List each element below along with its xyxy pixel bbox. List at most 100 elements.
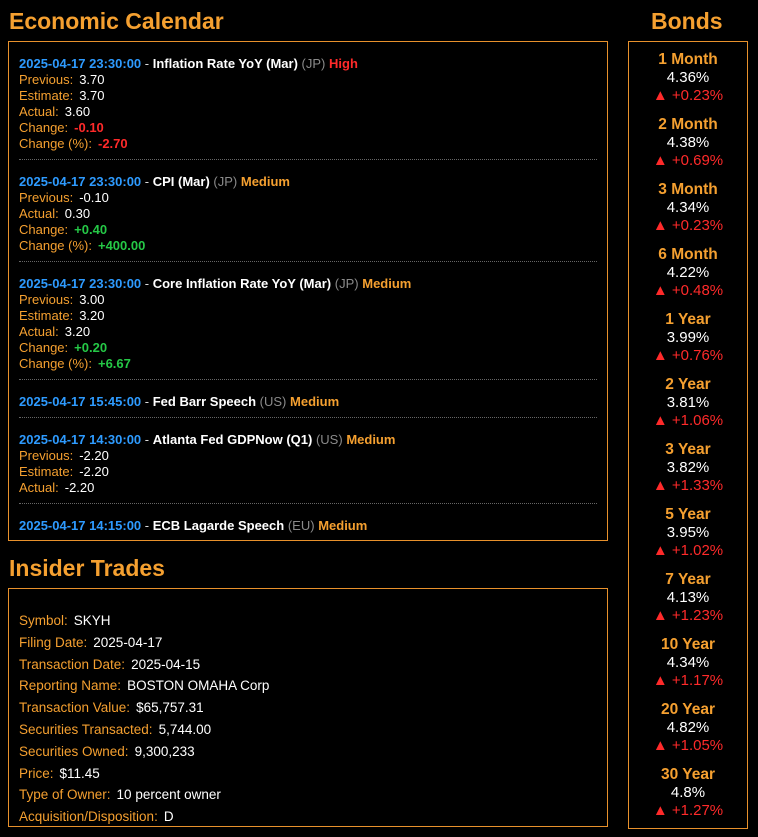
event-separator: - bbox=[141, 394, 153, 409]
event-timestamp: 2025-04-17 23:30:00 bbox=[19, 56, 142, 71]
event-importance-badge: Medium bbox=[362, 276, 412, 291]
insider-trade-row: Type of Owner: 10 percent owner bbox=[19, 784, 597, 806]
event-separator: - bbox=[141, 518, 153, 533]
insider-trade-row: Transaction Date: 2025-04-15 bbox=[19, 654, 597, 676]
bond-item: 6 Month 4.22% ▲ +0.48% bbox=[629, 246, 747, 311]
event-field-label: Change: bbox=[19, 340, 69, 355]
insider-field-value: 10 percent owner bbox=[116, 787, 221, 803]
event-name: Inflation Rate YoY (Mar) bbox=[152, 56, 298, 71]
event-field-value: -2.70 bbox=[97, 136, 128, 151]
event-importance-badge: Medium bbox=[240, 174, 290, 189]
event-importance-badge: Medium bbox=[290, 394, 340, 409]
insider-field-label: Transaction Value: bbox=[19, 700, 131, 716]
event-field: Previous: -2.20 bbox=[19, 448, 597, 464]
insider-trade-row: Securities Transacted: 5,744.00 bbox=[19, 719, 597, 741]
bonds-title: Bonds bbox=[651, 8, 723, 34]
bond-item: 10 Year 4.34% ▲ +1.17% bbox=[629, 636, 747, 701]
event-field-value: +0.20 bbox=[74, 340, 108, 355]
event-timestamp: 2025-04-17 23:30:00 bbox=[19, 174, 142, 189]
event-field: Actual: 3.60 bbox=[19, 104, 597, 120]
bond-term: 3 Month bbox=[658, 181, 718, 198]
event-importance-badge: Medium bbox=[318, 518, 368, 533]
event-field: Previous: 3.00 bbox=[19, 292, 597, 308]
bond-term: 2 Month bbox=[658, 116, 718, 133]
event-field-value: -0.10 bbox=[79, 190, 109, 205]
event-name: Core Inflation Rate YoY (Mar) bbox=[152, 276, 332, 291]
event-field-value: +400.00 bbox=[97, 238, 146, 253]
insider-field-value: BOSTON OMAHA Corp bbox=[127, 678, 270, 694]
bond-rate: 4.22% bbox=[666, 264, 710, 281]
insider-trade-row: Symbol: SKYH bbox=[19, 610, 597, 632]
insider-field-value: 5,744.00 bbox=[158, 721, 212, 737]
event-field-label: Change (%): bbox=[19, 356, 92, 371]
event-separator: - bbox=[141, 56, 153, 71]
event-separator: - bbox=[141, 174, 153, 189]
bond-rate: 4.34% bbox=[666, 654, 710, 671]
event-separator: - bbox=[141, 432, 153, 447]
bond-change: ▲ +0.23% bbox=[652, 87, 724, 104]
bond-change: ▲ +1.17% bbox=[652, 672, 724, 689]
event-name: Atlanta Fed GDPNow (Q1) bbox=[152, 432, 313, 447]
insider-field-label: Transaction Date: bbox=[19, 656, 126, 672]
event-field-label: Previous: bbox=[19, 292, 74, 307]
bond-rate: 4.34% bbox=[666, 199, 710, 216]
event-field: Estimate: -2.20 bbox=[19, 464, 597, 480]
insider-trade-row: Reporting Name: BOSTON OMAHA Corp bbox=[19, 675, 597, 697]
event-field-value: 3.00 bbox=[79, 292, 105, 307]
event-name: ECB Lagarde Speech bbox=[152, 518, 285, 533]
economic-calendar-panel[interactable]: 2025-04-17 23:30:00 - Inflation Rate YoY… bbox=[8, 41, 608, 541]
event-field-label: Previous: bbox=[19, 448, 74, 463]
bond-item: 20 Year 4.82% ▲ +1.05% bbox=[629, 701, 747, 766]
event-country: (EU) bbox=[287, 518, 315, 533]
event-field-value: 3.70 bbox=[79, 88, 105, 103]
calendar-event[interactable]: 2025-04-17 14:30:00 - Atlanta Fed GDPNow… bbox=[19, 418, 597, 504]
insider-field-label: Filing Date: bbox=[19, 634, 88, 650]
event-field-label: Actual: bbox=[19, 206, 59, 221]
event-timestamp: 2025-04-17 14:30:00 bbox=[19, 432, 142, 447]
event-field: Change (%): +400.00 bbox=[19, 238, 597, 254]
bond-change: ▲ +1.06% bbox=[652, 412, 724, 429]
event-name: CPI (Mar) bbox=[152, 174, 210, 189]
bond-item: 7 Year 4.13% ▲ +1.23% bbox=[629, 571, 747, 636]
event-field: Actual: -2.20 bbox=[19, 480, 597, 496]
insider-field-value: SKYH bbox=[73, 613, 111, 628]
insider-field-value: 9,300,233 bbox=[134, 743, 195, 759]
bond-rate: 3.95% bbox=[666, 524, 710, 541]
insider-field-label: Securities Owned: bbox=[19, 743, 129, 759]
bond-item: 1 Month 4.36% ▲ +0.23% bbox=[629, 51, 747, 116]
event-name: Fed Barr Speech bbox=[152, 394, 257, 409]
event-field: Change (%): -2.70 bbox=[19, 136, 597, 152]
bond-term: 1 Month bbox=[658, 51, 718, 68]
bond-term: 2 Year bbox=[665, 376, 711, 393]
event-header: 2025-04-17 23:30:00 - Core Inflation Rat… bbox=[19, 276, 597, 292]
insider-trade-row: Acquisition/Disposition: D bbox=[19, 806, 597, 828]
calendar-event[interactable]: 2025-04-17 15:45:00 - Fed Barr Speech (U… bbox=[19, 380, 597, 418]
event-header: 2025-04-17 14:30:00 - Atlanta Fed GDPNow… bbox=[19, 432, 597, 448]
insider-field-label: Type of Owner: bbox=[19, 787, 111, 803]
event-field-label: Estimate: bbox=[19, 464, 74, 479]
event-field-value: 3.60 bbox=[64, 104, 91, 119]
calendar-event[interactable]: 2025-04-17 23:30:00 - Inflation Rate YoY… bbox=[19, 42, 597, 160]
bonds-panel: 1 Month 4.36% ▲ +0.23% 2 Month 4.38% ▲ +0.69%… bbox=[628, 41, 748, 829]
event-field-value: -0.10 bbox=[74, 120, 104, 135]
event-country: (US) bbox=[259, 394, 287, 409]
event-field: Change (%): +6.67 bbox=[19, 356, 597, 372]
calendar-event[interactable]: 2025-04-17 23:30:00 - Core Inflation Rat… bbox=[19, 262, 597, 380]
bond-term: 7 Year bbox=[665, 571, 711, 588]
event-timestamp: 2025-04-17 23:30:00 bbox=[19, 276, 142, 291]
bond-rate: 3.99% bbox=[666, 329, 710, 346]
event-field-value: +6.67 bbox=[97, 356, 131, 371]
event-field-label: Change: bbox=[19, 222, 69, 237]
insider-field-value: 2025-04-17 bbox=[93, 634, 163, 650]
calendar-event[interactable]: 2025-04-17 14:15:00 - ECB Lagarde Speech… bbox=[19, 504, 597, 540]
event-field-label: Actual: bbox=[19, 324, 59, 339]
insider-field-value: D bbox=[163, 809, 174, 825]
bond-item: 1 Year 3.99% ▲ +0.76% bbox=[629, 311, 747, 376]
event-country: (JP) bbox=[213, 174, 238, 189]
insider-trade-row: Price: $11.45 bbox=[19, 763, 597, 785]
calendar-event[interactable]: 2025-04-17 23:30:00 - CPI (Mar) (JP) Med… bbox=[19, 160, 597, 262]
event-country: (US) bbox=[315, 432, 343, 447]
event-field-label: Change (%): bbox=[19, 238, 92, 253]
event-country: (JP) bbox=[301, 56, 326, 71]
event-timestamp: 2025-04-17 14:15:00 bbox=[19, 518, 142, 533]
